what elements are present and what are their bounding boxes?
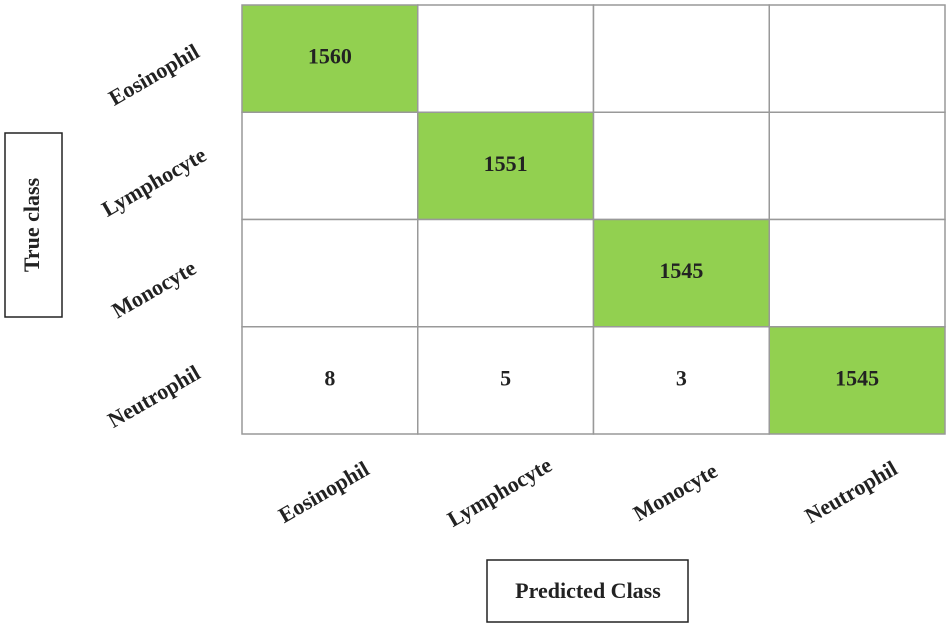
empty-cell — [417, 218, 595, 328]
cell-label: 1551 — [484, 151, 528, 176]
cell — [241, 326, 419, 435]
empty-cell — [768, 218, 946, 328]
empty-cell — [768, 111, 946, 221]
cell — [417, 326, 595, 435]
x-axis-label: Predicted Class — [515, 578, 661, 603]
empty-cell — [768, 4, 946, 113]
empty-cell — [241, 111, 419, 221]
cell-label: 1560 — [308, 44, 352, 69]
y-tick-label: Lymphocyte — [97, 142, 210, 222]
cell — [592, 326, 770, 435]
x-label-box — [486, 559, 689, 623]
cell-label: 8 — [324, 365, 335, 390]
cell-label: 5 — [500, 365, 511, 390]
cell — [768, 326, 946, 435]
cell-label: 3 — [676, 365, 687, 390]
empty-cell — [592, 111, 770, 221]
cell-label: 1545 — [835, 365, 879, 390]
cell-label: 1545 — [659, 258, 703, 283]
y-axis-label: True class — [19, 177, 44, 272]
x-tick-label: Eosinophil — [274, 456, 373, 528]
y-tick-label: Monocyte — [107, 255, 200, 323]
x-tick-label: Lymphocyte — [443, 452, 556, 532]
cell — [417, 111, 595, 221]
y-label-box — [4, 132, 63, 318]
y-tick-label: Neutrophil — [103, 360, 204, 433]
cell — [241, 4, 419, 113]
empty-cell — [592, 4, 770, 113]
y-tick-label: Eosinophil — [104, 39, 203, 111]
cell — [592, 218, 770, 328]
empty-cell — [417, 4, 595, 113]
x-tick-label: Neutrophil — [800, 455, 901, 528]
empty-cell — [241, 218, 419, 328]
x-tick-label: Monocyte — [629, 458, 722, 526]
